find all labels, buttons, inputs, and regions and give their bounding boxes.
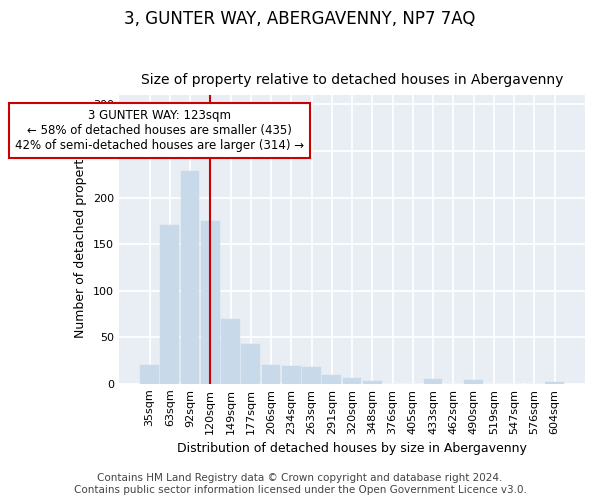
Bar [363, 381, 382, 384]
Bar [322, 376, 341, 384]
Text: 3, GUNTER WAY, ABERGAVENNY, NP7 7AQ: 3, GUNTER WAY, ABERGAVENNY, NP7 7AQ [124, 10, 476, 28]
Title: Size of property relative to detached houses in Abergavenny: Size of property relative to detached ho… [141, 73, 563, 87]
Bar [201, 221, 220, 384]
Bar [282, 366, 301, 384]
Bar [160, 226, 179, 384]
Bar [545, 382, 564, 384]
Bar [140, 365, 159, 384]
X-axis label: Distribution of detached houses by size in Abergavenny: Distribution of detached houses by size … [177, 442, 527, 455]
Bar [424, 379, 442, 384]
Text: 3 GUNTER WAY: 123sqm
← 58% of detached houses are smaller (435)
42% of semi-deta: 3 GUNTER WAY: 123sqm ← 58% of detached h… [15, 109, 304, 152]
Bar [343, 378, 361, 384]
Bar [302, 367, 321, 384]
Y-axis label: Number of detached properties: Number of detached properties [74, 141, 88, 338]
Bar [181, 172, 199, 384]
Bar [262, 365, 280, 384]
Bar [464, 380, 483, 384]
Bar [221, 318, 240, 384]
Text: Contains HM Land Registry data © Crown copyright and database right 2024.
Contai: Contains HM Land Registry data © Crown c… [74, 474, 526, 495]
Bar [241, 344, 260, 384]
